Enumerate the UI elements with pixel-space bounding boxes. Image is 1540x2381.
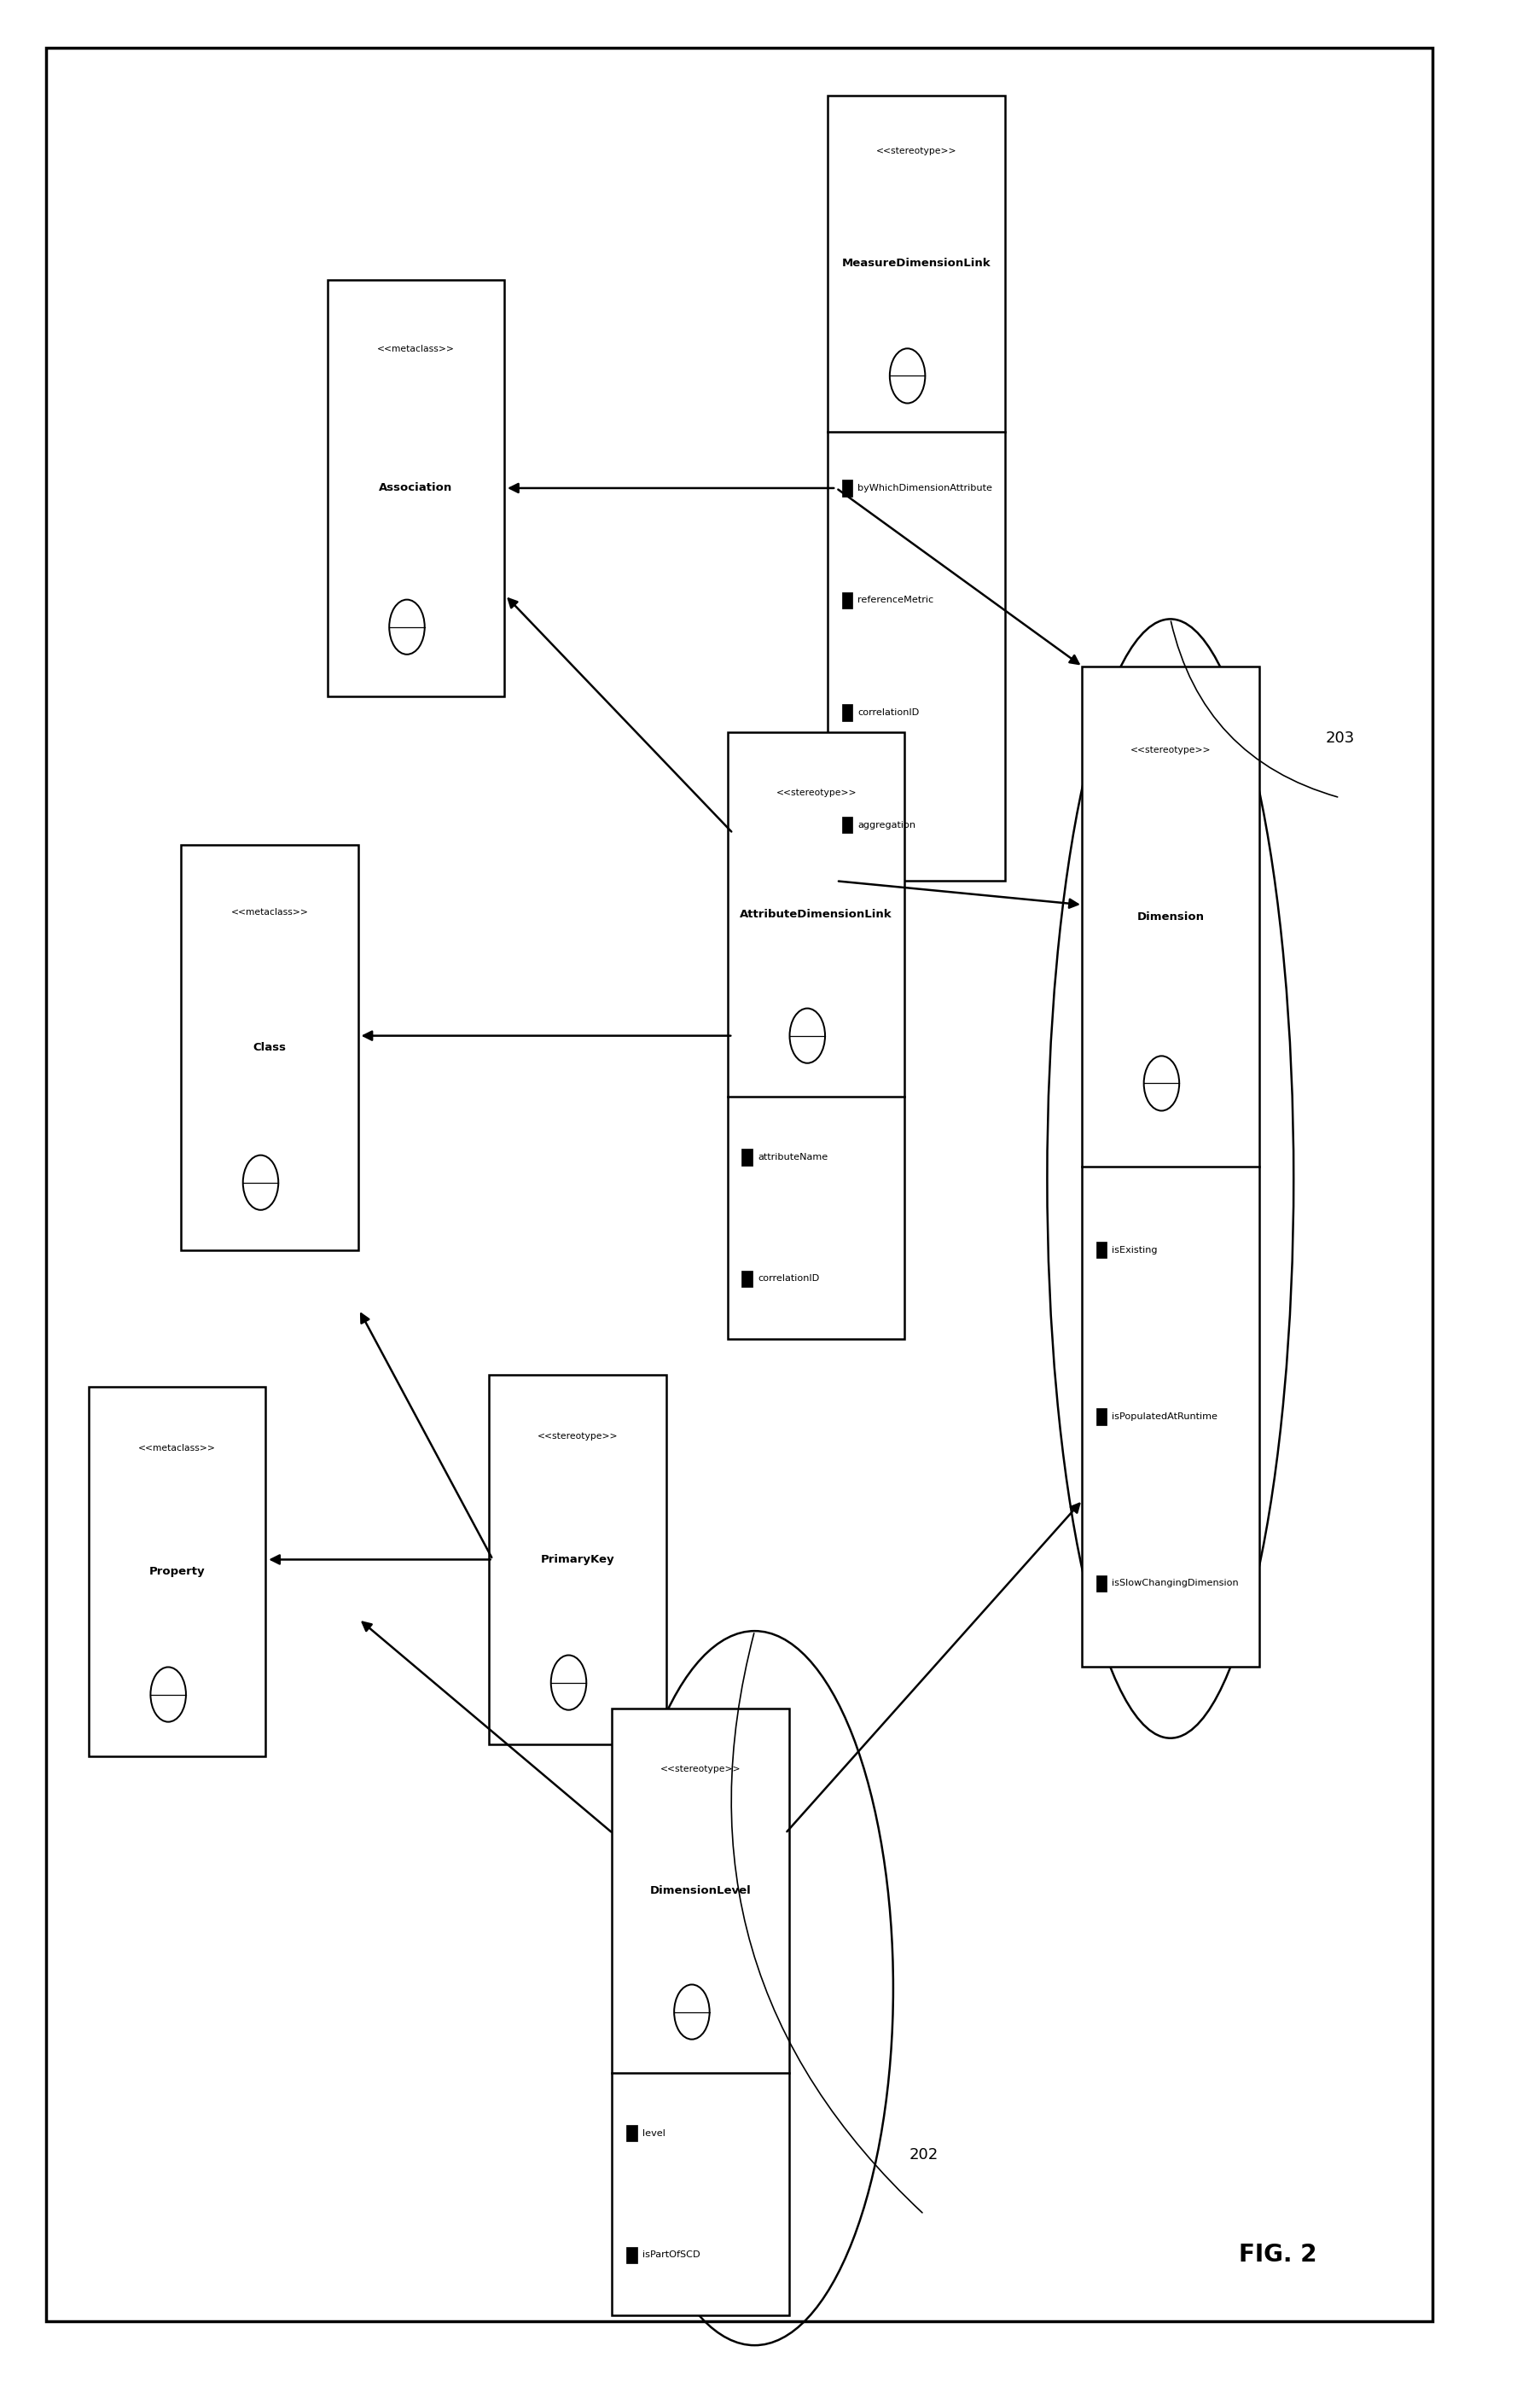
Text: FIG. 2: FIG. 2 bbox=[1240, 2243, 1317, 2267]
Text: <<stereotype>>: <<stereotype>> bbox=[661, 1764, 741, 1774]
Text: Dimension: Dimension bbox=[1137, 912, 1204, 921]
Text: isSlowChangingDimension: isSlowChangingDimension bbox=[1112, 1579, 1238, 1588]
Text: Association: Association bbox=[379, 483, 453, 493]
Text: isPopulatedAtRuntime: isPopulatedAtRuntime bbox=[1112, 1412, 1218, 1421]
Text: attributeName: attributeName bbox=[758, 1152, 829, 1162]
Bar bbox=[627, 2126, 638, 2141]
Bar bbox=[1096, 1410, 1107, 1424]
Text: aggregation: aggregation bbox=[858, 821, 916, 829]
Bar bbox=[728, 733, 906, 1338]
Text: <<metaclass>>: <<metaclass>> bbox=[139, 1445, 216, 1452]
Bar bbox=[842, 705, 853, 721]
Text: <<stereotype>>: <<stereotype>> bbox=[1130, 745, 1210, 755]
Text: <<metaclass>>: <<metaclass>> bbox=[231, 910, 308, 917]
Text: correlationID: correlationID bbox=[758, 1274, 819, 1283]
Bar bbox=[490, 1374, 665, 1743]
Text: referenceMetric: referenceMetric bbox=[858, 595, 933, 605]
Text: 202: 202 bbox=[910, 2148, 938, 2162]
Bar bbox=[613, 1710, 790, 2314]
Bar bbox=[328, 279, 505, 695]
Bar bbox=[842, 817, 853, 833]
Bar bbox=[182, 845, 357, 1250]
Text: <<stereotype>>: <<stereotype>> bbox=[776, 788, 856, 798]
Text: correlationID: correlationID bbox=[858, 707, 919, 717]
Text: <<metaclass>>: <<metaclass>> bbox=[377, 345, 454, 352]
Text: byWhichDimensionAttribute: byWhichDimensionAttribute bbox=[858, 483, 993, 493]
Text: <<stereotype>>: <<stereotype>> bbox=[537, 1433, 618, 1441]
Bar bbox=[742, 1150, 753, 1164]
Text: Property: Property bbox=[149, 1567, 205, 1576]
Text: PrimaryKey: PrimaryKey bbox=[541, 1555, 614, 1564]
Text: DimensionLevel: DimensionLevel bbox=[650, 1886, 752, 1895]
Bar bbox=[627, 2248, 638, 2262]
Bar bbox=[842, 593, 853, 610]
Text: isPartOfSCD: isPartOfSCD bbox=[642, 2250, 701, 2260]
Text: <<stereotype>>: <<stereotype>> bbox=[876, 148, 956, 155]
Bar bbox=[1096, 1243, 1107, 1257]
Bar bbox=[829, 95, 1006, 881]
Bar bbox=[89, 1386, 266, 1757]
Text: level: level bbox=[642, 2129, 665, 2138]
Text: 203: 203 bbox=[1326, 731, 1354, 745]
Bar bbox=[1083, 667, 1260, 1667]
Bar bbox=[842, 481, 853, 495]
Text: MeasureDimensionLink: MeasureDimensionLink bbox=[842, 257, 990, 269]
Text: AttributeDimensionLink: AttributeDimensionLink bbox=[741, 910, 892, 919]
Bar bbox=[1096, 1576, 1107, 1591]
Bar bbox=[742, 1271, 753, 1286]
Text: Class: Class bbox=[253, 1043, 286, 1052]
Text: isExisting: isExisting bbox=[1112, 1245, 1158, 1255]
